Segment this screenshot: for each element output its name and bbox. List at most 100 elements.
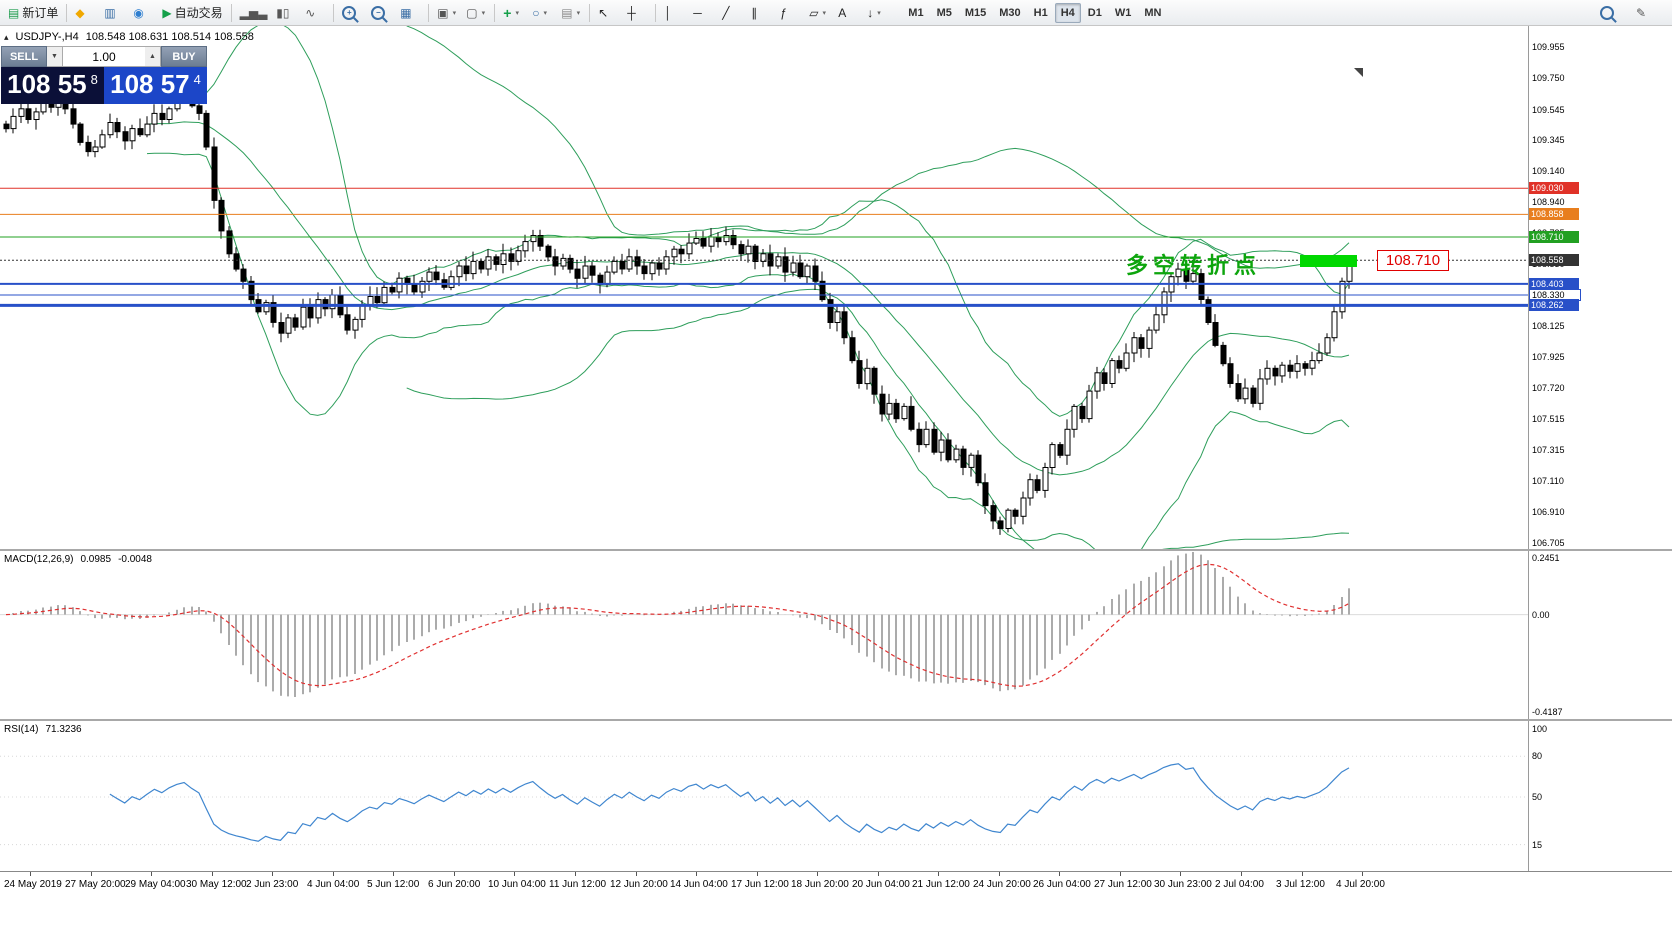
trendline-button[interactable]: ╱ xyxy=(718,1,746,24)
buy-price-box[interactable]: 108 57 4 xyxy=(104,67,207,104)
sell-price-box[interactable]: 108 55 8 xyxy=(1,67,104,104)
annotation-text[interactable]: 多空转折点 xyxy=(1126,253,1262,278)
time-axis-tick xyxy=(333,872,334,876)
candle-bull xyxy=(1146,329,1153,349)
tf-button-W1[interactable]: W1 xyxy=(1114,6,1132,19)
candle-bear xyxy=(567,257,574,270)
rsi-value: 71.3236 xyxy=(45,724,82,735)
price-tick: 107.925 xyxy=(1532,352,1565,362)
annotation-highlight-bar[interactable] xyxy=(1300,255,1357,267)
candle-bear xyxy=(508,253,515,262)
candle-bear xyxy=(634,256,641,267)
candle-bull xyxy=(300,306,307,328)
tf-button-M30[interactable]: M30 xyxy=(999,6,1021,19)
bollinger-middle-band xyxy=(146,121,1350,476)
chart-shift-marker[interactable] xyxy=(1354,68,1363,77)
time-axis-tick xyxy=(30,872,31,876)
rsi-panel[interactable]: RSI(14) 71.3236 100 80 50 15 xyxy=(0,719,1672,871)
tf-button-MN[interactable]: MN xyxy=(1144,6,1162,19)
indicators-icon: + xyxy=(503,4,512,21)
candle-bear xyxy=(1198,273,1205,301)
main-chart-panel[interactable]: ▴ USDJPY-,H4 108.548 108.631 108.514 108… xyxy=(0,26,1672,549)
candle-bull xyxy=(426,271,433,282)
horizontal-line-button[interactable]: ─ xyxy=(689,1,717,24)
time-axis-tick xyxy=(1180,872,1181,876)
candle-bear xyxy=(278,322,285,334)
market-depth-icon[interactable]: ▥ xyxy=(100,1,128,24)
arrows-button[interactable]: ↓ ▾ xyxy=(863,1,891,24)
fibonacci-button[interactable]: ƒ xyxy=(776,1,804,24)
templates-button[interactable]: ▤ ▾ xyxy=(557,1,585,24)
annotation-price-label[interactable]: 108.710 xyxy=(1377,250,1449,271)
time-axis[interactable]: 24 May 2019 27 May 20:00 29 May 04:00 30 Ma… xyxy=(0,871,1672,894)
candle-bear xyxy=(411,283,418,293)
volume-input[interactable]: 1.00 xyxy=(63,46,145,67)
periods-button[interactable]: ○ ▾ xyxy=(528,1,556,24)
candlestick-chart-icon[interactable]: ▮▯ xyxy=(272,1,300,24)
candle-bull xyxy=(663,256,670,270)
candle-bear xyxy=(545,245,552,258)
line-chart-icon[interactable]: ∿ xyxy=(301,1,329,24)
tf-button-M5[interactable]: M5 xyxy=(936,6,952,19)
macd-panel[interactable]: MACD(12,26,9) 0.0985 -0.0048 0.2451 0.00 -… xyxy=(0,549,1672,719)
community-icon[interactable]: ◉ xyxy=(129,1,157,24)
price-tick: 109.545 xyxy=(1532,105,1565,115)
time-axis-tick xyxy=(1362,872,1363,876)
new-order-button[interactable]: ▤ 新订单 xyxy=(4,1,62,24)
chart-window-icon: ▴ xyxy=(4,31,9,42)
volume-down-button[interactable]: ▼ xyxy=(47,46,63,67)
tf-button-H1[interactable]: H1 xyxy=(1033,6,1048,19)
candle-bear xyxy=(433,271,440,281)
candle-bear xyxy=(931,428,938,453)
time-label: 10 Jun 04:00 xyxy=(488,879,546,890)
new-order-button-label: 新订单 xyxy=(22,6,59,20)
zoom-in-icon: + xyxy=(342,5,357,20)
tf-button-M15[interactable]: M15 xyxy=(964,6,987,19)
crosshair-icon: ┼ xyxy=(627,5,636,20)
indicators-button[interactable]: + ▾ xyxy=(499,1,527,24)
crosshair-button[interactable]: ┼ xyxy=(623,1,651,24)
tile-windows-icon[interactable]: ▦ xyxy=(396,1,424,24)
candle-bull xyxy=(560,257,567,267)
time-label: 21 Jun 12:00 xyxy=(912,879,970,890)
vertical-line-icon: │ xyxy=(664,5,672,20)
buy-button[interactable]: BUY xyxy=(161,46,207,67)
trendline-icon: ╱ xyxy=(722,5,730,20)
search-button[interactable] xyxy=(1596,1,1624,24)
volume-up-button[interactable]: ▲ xyxy=(145,46,161,67)
candle-bear xyxy=(240,268,247,282)
candle-bull xyxy=(760,253,767,262)
tf-button-H4[interactable]: H4 xyxy=(1054,2,1081,23)
candle-bear xyxy=(1138,337,1145,349)
candle-bull xyxy=(33,111,40,121)
tf-button-D1[interactable]: D1 xyxy=(1087,6,1102,19)
favorites-icon[interactable]: ◆ xyxy=(71,1,99,24)
candle-bear xyxy=(1183,268,1190,282)
autotrading-button[interactable]: ▶ 自动交易 xyxy=(158,1,226,24)
cursor-button[interactable]: ↖ xyxy=(594,1,622,24)
price-tick: 107.315 xyxy=(1532,445,1565,455)
candle-bear xyxy=(1220,344,1227,365)
zoom-out-button[interactable]: − xyxy=(367,1,395,24)
candle-bull xyxy=(396,277,403,293)
shapes-button[interactable]: ▱ ▾ xyxy=(805,1,833,24)
price-tick: 108.125 xyxy=(1532,321,1565,331)
edit-button[interactable]: ✎ xyxy=(1632,1,1660,24)
candle-bull xyxy=(18,108,25,117)
channel-button[interactable]: ∥ xyxy=(747,1,775,24)
bar-chart-icon[interactable]: ▂▅▃ xyxy=(236,1,272,24)
tf-button-M1[interactable]: M1 xyxy=(908,6,924,19)
vertical-line-button[interactable]: │ xyxy=(660,1,688,24)
new-chart-button[interactable]: ▣ ▾ xyxy=(433,1,461,24)
profiles-button[interactable]: ▢ ▾ xyxy=(462,1,490,24)
candle-bull xyxy=(775,256,782,267)
candle-bull xyxy=(1020,497,1027,517)
main-chart-svg[interactable] xyxy=(0,26,1528,549)
candle-bull xyxy=(285,317,292,334)
candle-bull xyxy=(1064,428,1071,456)
candle-bear xyxy=(70,108,77,125)
text-button[interactable]: A xyxy=(834,1,862,24)
zoom-in-button[interactable]: + xyxy=(338,1,366,24)
sell-button[interactable]: SELL xyxy=(1,46,47,67)
buy-price: 108 57 xyxy=(110,69,190,99)
